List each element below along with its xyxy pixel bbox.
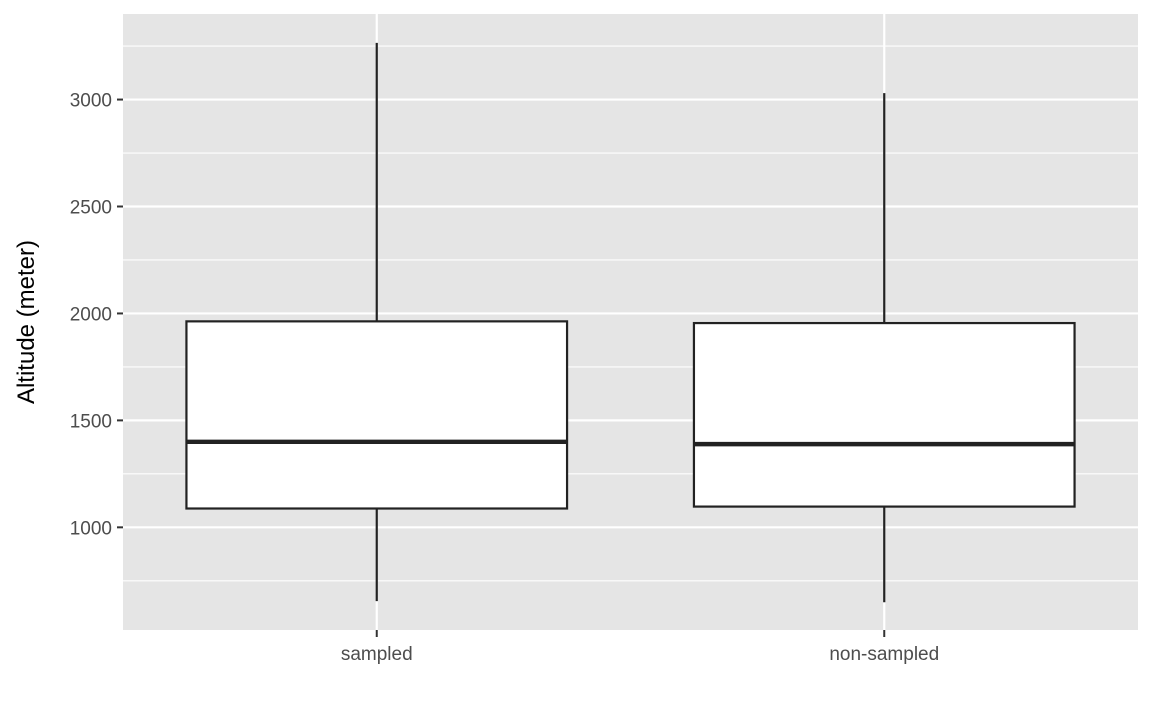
y-tick-label: 2000 [70,304,112,325]
y-tick-label: 1500 [70,411,112,432]
box-iqr [692,321,1076,508]
x-tick-label: sampled [341,644,413,665]
y-tick-label: 1000 [70,518,112,539]
box-non-sampled [692,93,1076,603]
x-tick-label: non-sampled [829,644,939,665]
y-tick-label: 2500 [70,198,112,219]
box-sampled [185,42,569,602]
y-axis-title: Altitude (meter) [13,240,40,404]
axes: 1000 1500 2000 2500 3000 sampled non-sampled [70,91,939,665]
y-tick-label: 3000 [70,91,112,112]
boxes [185,42,1076,603]
box-iqr [185,320,569,510]
